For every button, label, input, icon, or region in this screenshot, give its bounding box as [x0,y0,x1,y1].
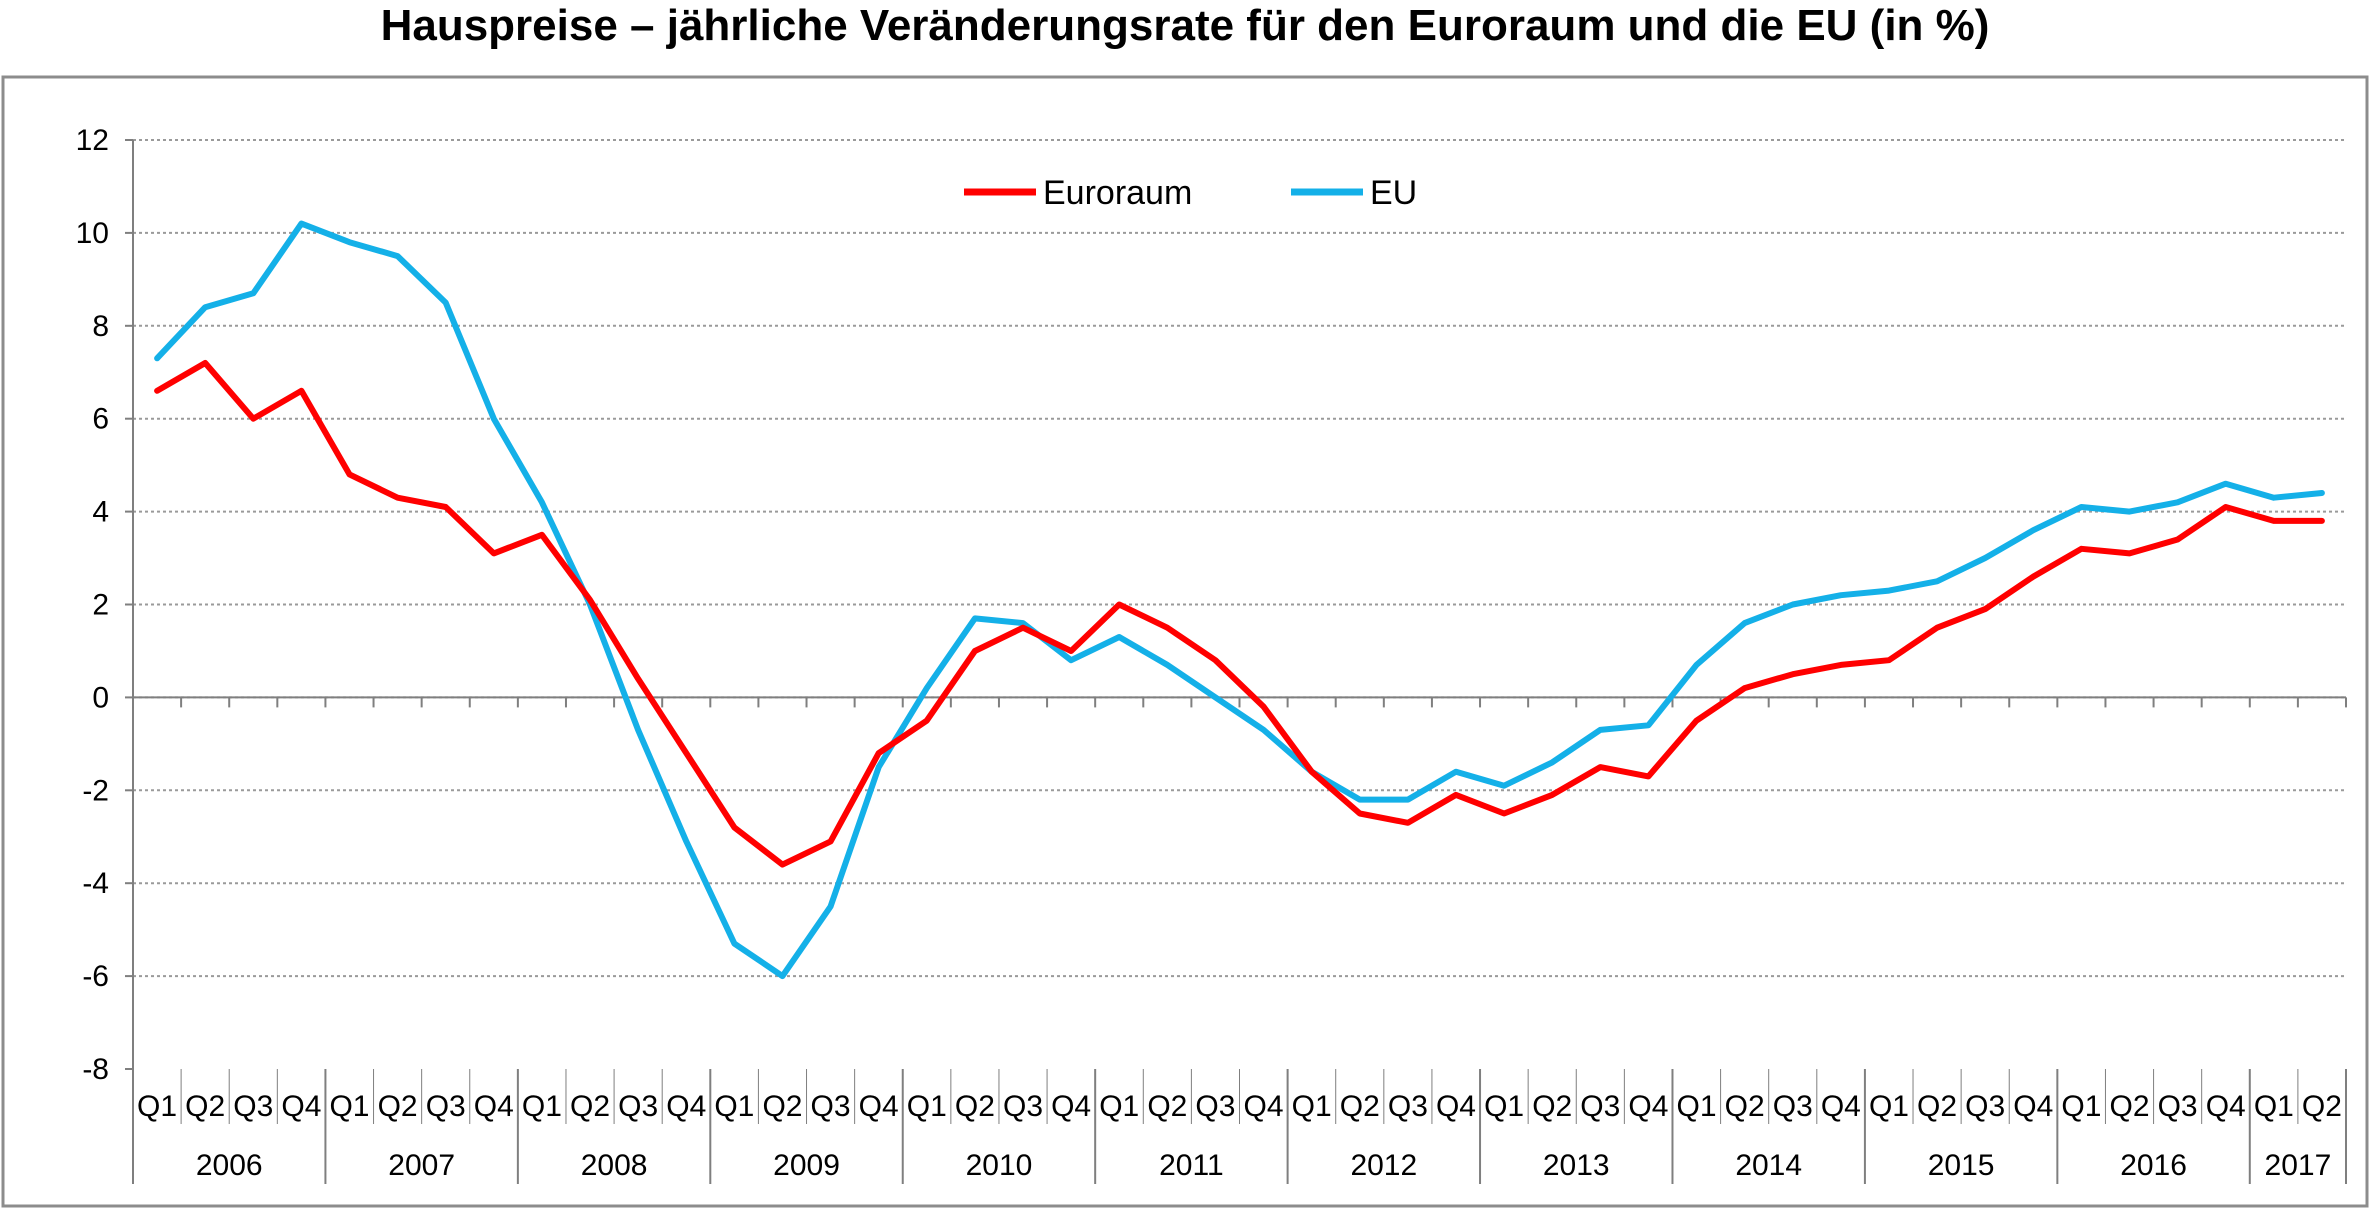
y-tick-label: -4 [82,867,109,900]
x-tick-label-quarter: Q2 [1725,1090,1765,1123]
x-tick-label-quarter: Q4 [2013,1090,2053,1123]
x-tick-label-quarter: Q1 [907,1090,947,1123]
y-tick-label: 6 [92,403,109,436]
y-tick-label: -6 [82,960,109,993]
x-tick-label-quarter: Q1 [1099,1090,1139,1123]
x-tick-label-quarter: Q1 [714,1090,754,1123]
x-tick-label-quarter: Q4 [1436,1090,1476,1123]
x-tick-label-year: 2009 [773,1149,840,1182]
series-lines [154,220,2325,980]
x-tick-label-quarter: Q2 [2109,1090,2149,1123]
x-tick-label-quarter: Q3 [233,1090,273,1123]
x-tick-label-quarter: Q2 [1532,1090,1572,1123]
x-tick-label-quarter: Q3 [618,1090,658,1123]
x-tick-label-quarter: Q1 [522,1090,562,1123]
x-tick-label-quarter: Q1 [137,1090,177,1123]
y-tick-label: -2 [82,774,109,807]
x-tick-label-year: 2007 [388,1149,455,1182]
x-tick-label-quarter: Q3 [1195,1090,1235,1123]
legend: Euroraum EU [964,174,1417,212]
x-tick-label-quarter: Q3 [1773,1090,1813,1123]
x-tick-label-quarter: Q2 [185,1090,225,1123]
x-tick-label-year: 2014 [1735,1149,1802,1182]
x-tick-label-quarter: Q3 [811,1090,851,1123]
legend-label: Euroraum [1043,174,1192,212]
x-tick-label-quarter: Q1 [2061,1090,2101,1123]
x-tick-label-quarter: Q2 [955,1090,995,1123]
y-tick-label: 4 [92,496,109,529]
legend-label: EU [1370,174,1417,212]
y-tick-label: -8 [82,1053,109,1086]
x-tick-label-quarter: Q2 [2302,1090,2342,1123]
x-tick-label-quarter: Q1 [1677,1090,1717,1123]
x-tick-label-quarter: Q3 [1388,1090,1428,1123]
x-tick-label-quarter: Q4 [666,1090,706,1123]
x-tick-label-quarter: Q4 [1821,1090,1861,1123]
x-tick-label-year: 2008 [581,1149,648,1182]
x-tick-label-quarter: Q3 [1965,1090,2005,1123]
x-tick-label-year: 2012 [1350,1149,1417,1182]
x-tick-label-quarter: Q3 [426,1090,466,1123]
x-tick-label-quarter: Q4 [1244,1090,1284,1123]
x-tick-label-year: 2010 [966,1149,1033,1182]
series-line-eu [154,220,2325,980]
y-tick-label: 0 [92,681,109,714]
x-tick-label-year: 2016 [2120,1149,2187,1182]
x-tick-label-year: 2017 [2265,1149,2332,1182]
x-tick-label-quarter: Q2 [1917,1090,1957,1123]
x-tick-label-year: 2015 [1928,1149,1995,1182]
x-tick-label-quarter: Q4 [281,1090,321,1123]
x-tick-label-quarter: Q2 [378,1090,418,1123]
x-tick-label-quarter: Q4 [1628,1090,1668,1123]
x-tick-label-quarter: Q3 [1580,1090,1620,1123]
x-tick-label-year: 2011 [1159,1149,1224,1182]
y-tick-label: 12 [76,124,109,157]
x-tick-label-quarter: Q2 [1340,1090,1380,1123]
x-tick-label-quarter: Q2 [570,1090,610,1123]
chart-title: Hauspreise – jährliche Veränderungsrate … [380,1,1990,50]
x-tick-label-year: 2006 [196,1149,263,1182]
x-tick-label-year: 2013 [1543,1149,1610,1182]
y-tick-label: 10 [76,217,109,250]
x-tick-label-quarter: Q1 [1292,1090,1332,1123]
x-tick-label-quarter: Q3 [2158,1090,2198,1123]
x-tick-label-quarter: Q1 [329,1090,369,1123]
x-tick-label-quarter: Q1 [2254,1090,2294,1123]
x-tick-label-quarter: Q4 [2206,1090,2246,1123]
y-tick-label: 8 [92,310,109,343]
x-tick-label-quarter: Q1 [1869,1090,1909,1123]
series-line-euroraum [154,360,2325,868]
y-tick-label: 2 [92,589,109,622]
x-tick-label-quarter: Q4 [859,1090,899,1123]
x-tick-label-quarter: Q4 [1051,1090,1091,1123]
x-tick-label-quarter: Q3 [1003,1090,1043,1123]
x-tick-label-quarter: Q2 [762,1090,802,1123]
x-tick-label-quarter: Q1 [1484,1090,1524,1123]
x-tick-label-quarter: Q4 [474,1090,514,1123]
x-tick-label-quarter: Q2 [1147,1090,1187,1123]
